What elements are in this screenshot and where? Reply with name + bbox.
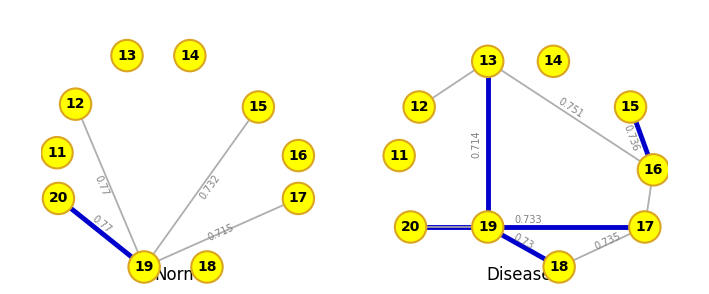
Text: 0.751: 0.751: [557, 97, 585, 120]
Text: 12: 12: [66, 97, 85, 111]
Circle shape: [191, 251, 223, 283]
Circle shape: [629, 211, 661, 243]
Text: 19: 19: [478, 220, 498, 234]
Text: 0.77: 0.77: [90, 213, 113, 235]
Circle shape: [395, 211, 426, 243]
Text: 0.732: 0.732: [198, 173, 222, 201]
Text: 19: 19: [135, 260, 154, 274]
Text: Diseased: Diseased: [487, 266, 563, 284]
Circle shape: [174, 40, 206, 71]
Text: 14: 14: [544, 54, 563, 68]
Text: 16: 16: [289, 148, 308, 163]
Text: 0.735: 0.735: [593, 231, 623, 252]
Text: 0.715: 0.715: [206, 223, 236, 243]
Text: 16: 16: [644, 163, 663, 177]
Circle shape: [472, 46, 503, 77]
Circle shape: [128, 251, 160, 283]
Text: 20: 20: [401, 220, 420, 234]
Circle shape: [637, 154, 669, 186]
Circle shape: [41, 137, 73, 168]
Text: 0.733: 0.733: [514, 215, 542, 225]
Circle shape: [537, 46, 569, 77]
Text: Normal: Normal: [154, 266, 214, 284]
Circle shape: [543, 251, 575, 283]
Text: 14: 14: [180, 49, 200, 63]
Text: 13: 13: [478, 54, 498, 68]
Text: 11: 11: [389, 148, 409, 163]
Text: 12: 12: [409, 100, 429, 114]
Circle shape: [615, 91, 647, 123]
Text: 13: 13: [117, 49, 137, 63]
Text: 15: 15: [621, 100, 640, 114]
Text: 17: 17: [289, 191, 308, 206]
Circle shape: [283, 183, 314, 214]
Text: 11: 11: [48, 146, 67, 160]
Circle shape: [60, 88, 91, 120]
Text: 0.77: 0.77: [92, 174, 110, 198]
Circle shape: [43, 183, 74, 214]
Text: 20: 20: [49, 191, 68, 206]
Text: 15: 15: [249, 100, 268, 114]
Circle shape: [472, 211, 503, 243]
Circle shape: [403, 91, 435, 123]
Text: 0.736: 0.736: [621, 124, 640, 153]
Circle shape: [283, 140, 314, 171]
Circle shape: [111, 40, 143, 71]
Text: 17: 17: [635, 220, 654, 234]
Circle shape: [384, 140, 415, 171]
Text: 18: 18: [197, 260, 217, 274]
Text: 18: 18: [549, 260, 569, 274]
Text: 0.714: 0.714: [471, 130, 481, 158]
Circle shape: [242, 91, 274, 123]
Text: 0.73: 0.73: [512, 232, 535, 251]
